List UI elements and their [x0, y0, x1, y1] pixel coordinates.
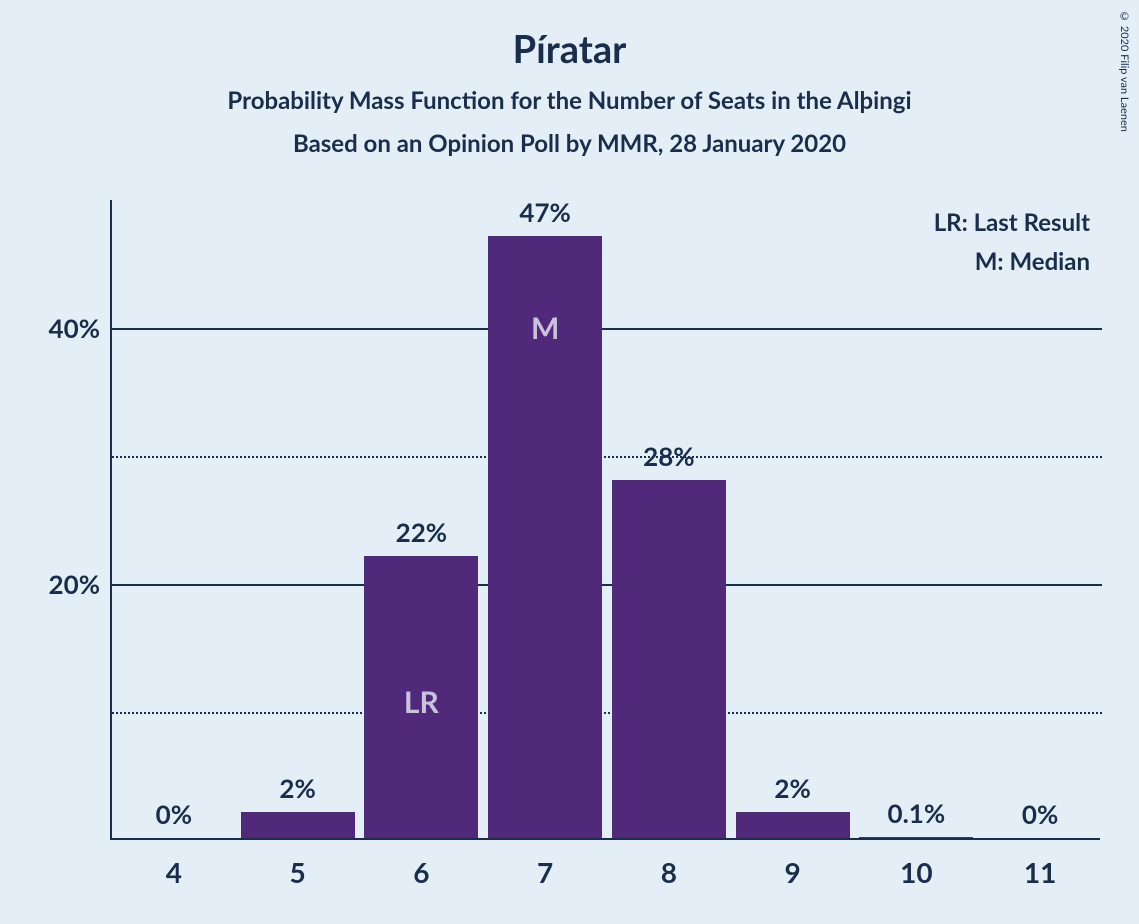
plot-region: 20%40%0%42%522%LR647%M728%82%90.1%100%11 [110, 200, 1100, 840]
bar [859, 837, 973, 838]
bar [736, 812, 850, 838]
chart-subtitle-2: Based on an Opinion Poll by MMR, 28 Janu… [0, 129, 1139, 158]
x-tick-label: 7 [537, 855, 553, 889]
bar-value-label: 47% [519, 196, 570, 228]
y-tick-label: 20% [30, 568, 100, 600]
y-tick-label: 40% [30, 312, 100, 344]
bar-value-label: 2% [774, 772, 810, 804]
bar-value-label: 2% [279, 772, 315, 804]
x-tick-label: 11 [1024, 855, 1056, 889]
bar [612, 480, 726, 838]
chart-area: LR: Last Result M: Median 20%40%0%42%522… [110, 200, 1100, 840]
chart-title: Píratar [0, 0, 1139, 72]
copyright-text: © 2020 Filip van Laenen [1118, 10, 1131, 132]
x-tick-label: 4 [166, 855, 182, 889]
x-tick-label: 6 [413, 855, 429, 889]
bar-value-label: 0% [156, 798, 192, 830]
x-tick-label: 9 [785, 855, 801, 889]
bar-value-label: 0% [1022, 798, 1058, 830]
bar-value-label: 28% [643, 440, 694, 472]
gridline-minor [112, 456, 1102, 458]
gridline-minor [112, 712, 1102, 714]
x-tick-label: 10 [900, 855, 932, 889]
chart-subtitle-1: Probability Mass Function for the Number… [0, 86, 1139, 115]
bar [241, 812, 355, 838]
bar-value-label: 22% [396, 516, 447, 548]
gridline-major [112, 328, 1102, 330]
bar-value-label: 0.1% [888, 797, 946, 829]
x-tick-label: 5 [290, 855, 306, 889]
x-tick-label: 8 [661, 855, 677, 889]
gridline-major [112, 584, 1102, 586]
bar-inner-label: M [531, 310, 559, 346]
bar-inner-label: LR [404, 684, 439, 720]
